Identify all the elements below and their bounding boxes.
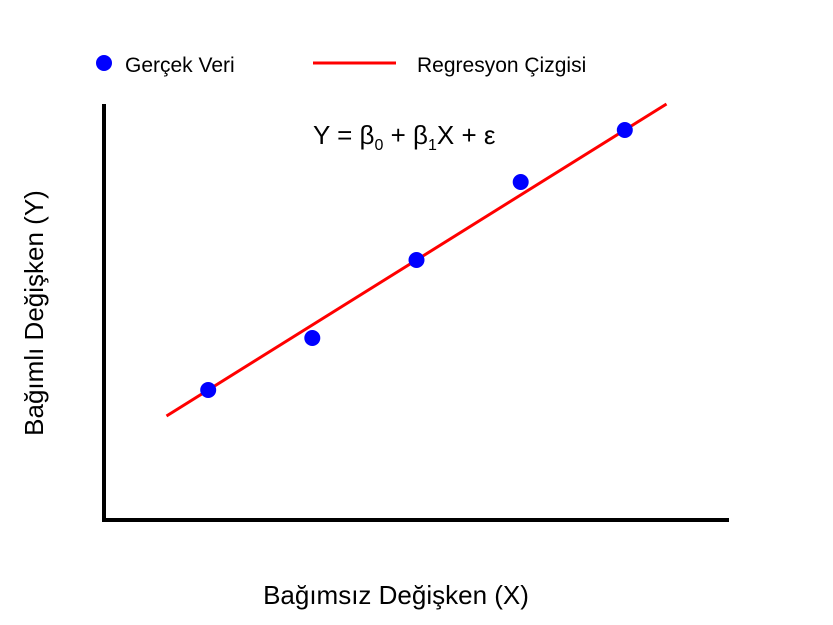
data-point-5	[616, 122, 633, 138]
axes	[102, 104, 729, 522]
legend-label-real-data: Gerçek Veri	[125, 54, 235, 77]
equation-part-end: X + ε	[437, 120, 496, 150]
regression-equation: Y = β0 + β1X + ε	[313, 120, 496, 154]
legend-label-regression-line: Regresyon Çizgisi	[417, 54, 586, 77]
equation-part-main: Y = β	[313, 120, 374, 150]
data-point-2	[304, 330, 321, 346]
equation-sub-zero: 0	[374, 137, 383, 154]
legend: Gerçek Veri Regresyon Çizgisi	[96, 54, 586, 77]
legend-dot-marker	[96, 55, 112, 71]
data-point-4	[512, 174, 529, 190]
equation-part-mid: + β	[383, 120, 428, 150]
y-axis-label: Bağımlı Değişken (Y)	[19, 190, 49, 436]
plot-area	[165, 102, 668, 418]
equation-sub-one: 1	[428, 137, 437, 154]
data-point-1	[200, 382, 217, 398]
data-point-3	[408, 252, 425, 268]
x-axis-label: Bağımsız Değişken (X)	[263, 580, 529, 610]
